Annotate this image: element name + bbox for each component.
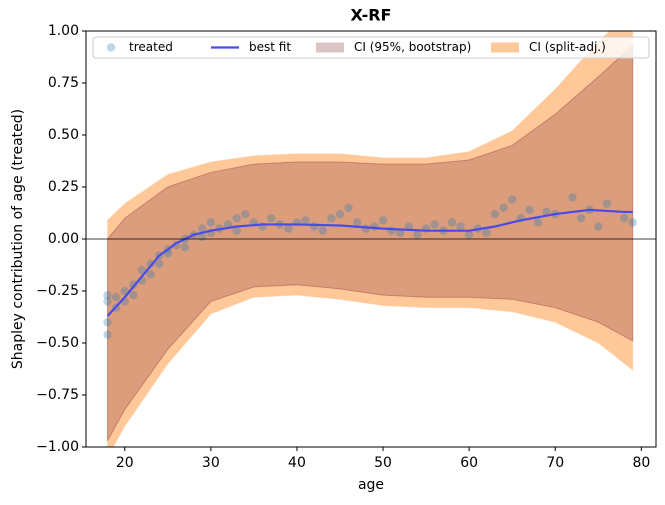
scatter-point	[508, 195, 517, 204]
scatter-point	[490, 209, 500, 219]
scatter-point	[387, 226, 396, 235]
scatter-point	[309, 222, 319, 231]
scatter-point	[602, 199, 612, 208]
scatter-point	[232, 214, 241, 223]
scatter-point	[103, 318, 112, 327]
y-tick-label: 0.50	[48, 127, 79, 143]
x-tick-label: 60	[460, 455, 478, 471]
x-tick-label: 20	[116, 455, 134, 471]
y-tick-label: −0.75	[36, 387, 79, 403]
plot-area	[86, 31, 656, 447]
scatter-point	[198, 224, 207, 233]
scatter-point	[404, 222, 414, 231]
scatter-point	[129, 290, 138, 300]
x-tick-label: 80	[632, 455, 650, 471]
y-tick-label: −1.00	[36, 439, 79, 455]
y-tick-label: 1.00	[48, 23, 79, 39]
scatter-point	[482, 228, 491, 237]
scatter-point	[318, 226, 327, 235]
scatter-point	[464, 230, 474, 240]
scatter-point	[525, 205, 534, 215]
scatter-point	[413, 230, 422, 240]
y-axis-label: Shapley contribution of age (treated)	[10, 109, 26, 369]
x-tick-label: 30	[202, 455, 220, 471]
y-tick-label: −0.25	[36, 283, 79, 299]
x-tick-label: 50	[374, 455, 392, 471]
legend-swatch	[491, 42, 519, 53]
scatter-point	[456, 222, 465, 231]
scatter-point	[327, 214, 336, 223]
scatter-point	[378, 216, 388, 225]
fit-line	[106, 208, 633, 317]
scatter-point	[103, 330, 112, 339]
legend-label: CI (95%, bootstrap)	[354, 40, 471, 54]
scatter-point	[111, 293, 121, 302]
scatter-point	[353, 218, 362, 227]
scatter-point	[542, 207, 551, 217]
scatter-point	[396, 228, 405, 237]
scatter-point	[301, 216, 310, 225]
chart-title: X-RF	[351, 6, 392, 25]
scatter-point	[146, 270, 155, 279]
ci-band	[107, 44, 634, 442]
scatter-point	[103, 297, 112, 306]
scatter-point	[568, 193, 577, 202]
scatter-point	[370, 222, 379, 231]
y-tick-label: 0.75	[48, 75, 79, 91]
scatter-point	[447, 218, 457, 227]
scatter-point	[344, 203, 353, 212]
scatter-point	[533, 218, 543, 227]
legend-label: CI (split-adj.)	[529, 40, 606, 54]
legend-swatch	[106, 43, 116, 52]
scatter-point	[576, 214, 586, 223]
y-tick-label: −0.50	[36, 335, 79, 351]
scatter-point	[430, 220, 439, 229]
legend-label: treated	[129, 40, 173, 54]
y-tick-label: 0.00	[48, 231, 79, 247]
scatter-point	[499, 203, 508, 212]
legend-box	[92, 36, 650, 59]
legend-swatch	[316, 42, 344, 53]
scatter-point	[335, 209, 345, 219]
scatter-point	[103, 290, 112, 300]
legend-label: best fit	[249, 40, 291, 54]
scatter-point	[154, 259, 164, 269]
scatter-point	[266, 214, 276, 223]
scatter-point	[628, 218, 637, 227]
x-axis-label: age	[358, 477, 384, 493]
scatter-point	[241, 209, 250, 219]
x-tick-label: 70	[546, 455, 564, 471]
scatter-point	[284, 224, 293, 233]
x-tick-label: 40	[288, 455, 306, 471]
scatter-point	[594, 222, 603, 231]
scatter-point	[180, 243, 190, 252]
scatter-point	[232, 226, 241, 235]
scatter-point	[619, 214, 629, 223]
y-tick-label: 0.25	[48, 179, 79, 195]
scatter-point	[206, 218, 216, 227]
